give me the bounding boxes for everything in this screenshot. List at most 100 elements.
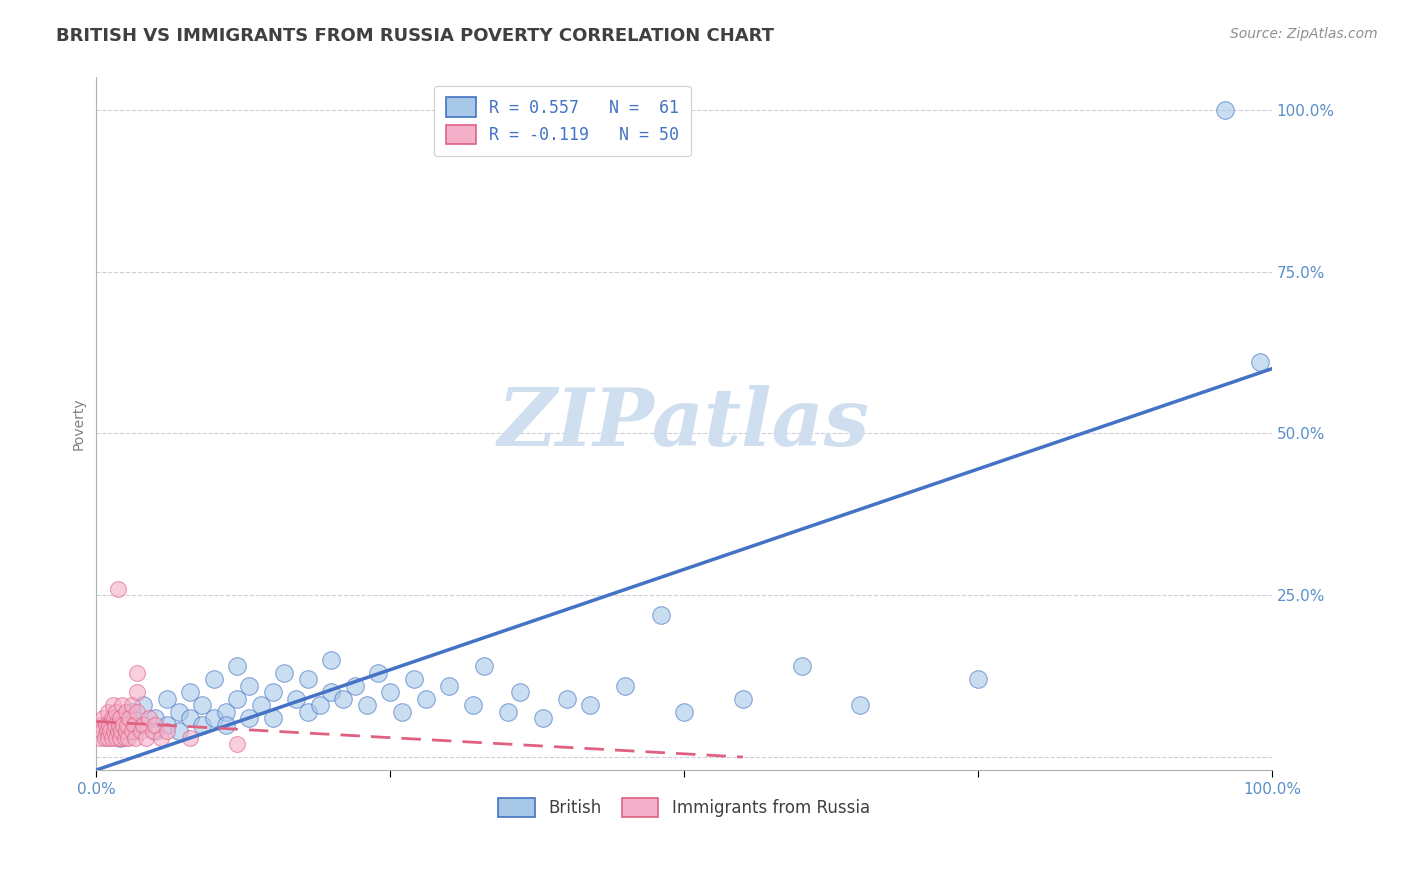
Point	[150, 731, 173, 745]
Point	[332, 691, 354, 706]
Point	[138, 711, 160, 725]
Point	[108, 731, 131, 745]
Point	[105, 705, 128, 719]
Point	[118, 711, 141, 725]
Point	[108, 731, 131, 745]
Point	[107, 582, 129, 596]
Point	[107, 724, 129, 739]
Point	[167, 705, 190, 719]
Point	[179, 711, 201, 725]
Point	[97, 705, 120, 719]
Point	[103, 724, 125, 739]
Point	[114, 731, 136, 745]
Point	[115, 717, 138, 731]
Point	[179, 731, 201, 745]
Point	[127, 685, 149, 699]
Point	[967, 673, 990, 687]
Point	[117, 731, 139, 745]
Point	[127, 705, 149, 719]
Point	[121, 705, 143, 719]
Point	[285, 691, 308, 706]
Point	[650, 607, 672, 622]
Point	[214, 705, 236, 719]
Text: BRITISH VS IMMIGRANTS FROM RUSSIA POVERTY CORRELATION CHART: BRITISH VS IMMIGRANTS FROM RUSSIA POVERT…	[56, 27, 775, 45]
Point	[579, 698, 602, 713]
Point	[101, 698, 124, 713]
Point	[156, 724, 179, 739]
Point	[112, 717, 135, 731]
Point	[100, 724, 122, 739]
Point	[1249, 355, 1271, 369]
Point	[214, 717, 236, 731]
Point	[250, 698, 273, 713]
Point	[226, 737, 249, 751]
Point	[121, 724, 143, 739]
Point	[356, 698, 378, 713]
Point	[98, 717, 121, 731]
Point	[107, 717, 129, 731]
Point	[105, 731, 128, 745]
Point	[496, 705, 519, 719]
Point	[122, 717, 145, 731]
Point	[179, 685, 201, 699]
Point	[129, 724, 152, 739]
Point	[402, 673, 425, 687]
Point	[614, 679, 637, 693]
Point	[380, 685, 402, 699]
Point	[156, 717, 179, 731]
Point	[191, 698, 214, 713]
Point	[297, 705, 319, 719]
Point	[262, 711, 284, 725]
Point	[142, 724, 165, 739]
Point	[93, 711, 115, 725]
Point	[143, 711, 166, 725]
Point	[673, 705, 696, 719]
Point	[114, 724, 136, 739]
Point	[100, 711, 122, 725]
Point	[94, 717, 117, 731]
Point	[273, 665, 295, 680]
Point	[132, 698, 155, 713]
Text: ZIPatlas: ZIPatlas	[498, 385, 870, 462]
Point	[93, 731, 115, 745]
Point	[1213, 103, 1236, 117]
Point	[343, 679, 366, 693]
Point	[238, 679, 260, 693]
Point	[321, 653, 343, 667]
Point	[110, 724, 132, 739]
Point	[103, 711, 125, 725]
Point	[367, 665, 389, 680]
Point	[124, 731, 146, 745]
Point	[90, 717, 112, 731]
Point	[321, 685, 343, 699]
Point	[114, 705, 136, 719]
Point	[135, 731, 157, 745]
Point	[191, 717, 214, 731]
Point	[731, 691, 754, 706]
Point	[308, 698, 330, 713]
Point	[132, 717, 155, 731]
Point	[97, 731, 120, 745]
Point	[96, 724, 118, 739]
Point	[202, 673, 225, 687]
Point	[437, 679, 460, 693]
Point	[226, 691, 249, 706]
Point	[91, 724, 114, 739]
Point	[461, 698, 484, 713]
Point	[111, 698, 134, 713]
Point	[472, 659, 495, 673]
Y-axis label: Poverty: Poverty	[72, 398, 86, 450]
Point	[121, 724, 143, 739]
Legend: British, Immigrants from Russia: British, Immigrants from Russia	[492, 791, 876, 824]
Point	[100, 731, 122, 745]
Point	[262, 685, 284, 699]
Point	[531, 711, 554, 725]
Point	[156, 691, 179, 706]
Point	[143, 717, 166, 731]
Point	[555, 691, 578, 706]
Point	[97, 717, 120, 731]
Point	[121, 698, 143, 713]
Point	[790, 659, 813, 673]
Point	[143, 724, 166, 739]
Text: Source: ZipAtlas.com: Source: ZipAtlas.com	[1230, 27, 1378, 41]
